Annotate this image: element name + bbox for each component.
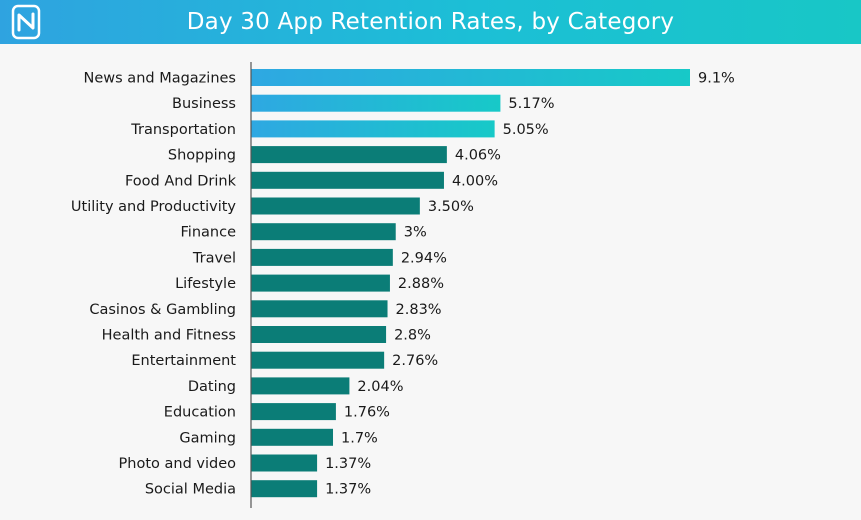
bar: [251, 171, 444, 189]
category-label: Dating: [188, 379, 236, 395]
category-label: Photo and video: [119, 456, 237, 472]
category-label: Transportation: [130, 122, 236, 138]
category-label: Travel: [192, 250, 236, 266]
value-label: 1.7%: [341, 430, 378, 446]
value-label: 2.04%: [357, 379, 403, 395]
value-label: 3%: [404, 225, 427, 241]
value-label: 2.83%: [396, 302, 442, 318]
bar: [251, 274, 390, 292]
category-label: Business: [172, 96, 236, 112]
category-label: Education: [164, 405, 236, 421]
bar: [251, 428, 334, 446]
category-label: Food And Drink: [125, 173, 237, 189]
value-label: 2.76%: [392, 353, 438, 369]
value-label: 3.50%: [428, 199, 474, 215]
category-label: Entertainment: [131, 353, 236, 369]
bar: [251, 454, 318, 472]
value-label: 2.94%: [401, 250, 447, 266]
value-label: 4.00%: [452, 173, 498, 189]
brand-logo-icon: [11, 4, 41, 40]
bar: [251, 120, 495, 138]
value-label: 1.76%: [344, 405, 390, 421]
value-label: 4.06%: [455, 148, 501, 164]
bar: [251, 351, 385, 369]
value-label: 2.8%: [394, 328, 431, 344]
bar: [251, 403, 336, 421]
bar: [251, 146, 447, 164]
bar: [251, 248, 393, 266]
value-label: 5.05%: [503, 122, 549, 138]
chart-title: Day 30 App Retention Rates, by Category: [186, 9, 675, 35]
value-label: 1.37%: [325, 456, 371, 472]
bar: [251, 223, 396, 241]
value-label: 9.1%: [698, 71, 735, 87]
bar: [251, 69, 690, 86]
category-label: News and Magazines: [84, 71, 236, 87]
bar: [251, 94, 501, 112]
category-label: Gaming: [179, 430, 236, 446]
category-label: Social Media: [145, 482, 236, 498]
value-label: 2.88%: [398, 276, 444, 292]
value-label: 5.17%: [508, 96, 554, 112]
value-label: 1.37%: [325, 482, 371, 498]
bar: [251, 326, 387, 343]
category-label: Casinos & Gambling: [89, 302, 236, 318]
category-label: Lifestyle: [175, 276, 236, 292]
bar: [251, 480, 318, 498]
category-label: Finance: [181, 225, 237, 241]
category-label: Health and Fitness: [102, 328, 236, 344]
category-label: Shopping: [168, 148, 236, 164]
bar: [251, 197, 420, 215]
category-label: Utility and Productivity: [71, 199, 237, 215]
chart-header: [0, 0, 861, 44]
bars-group: News and Magazines 9.1% Business 5.17% Trans…: [71, 69, 735, 498]
bar: [251, 377, 350, 395]
bar: [251, 300, 388, 318]
